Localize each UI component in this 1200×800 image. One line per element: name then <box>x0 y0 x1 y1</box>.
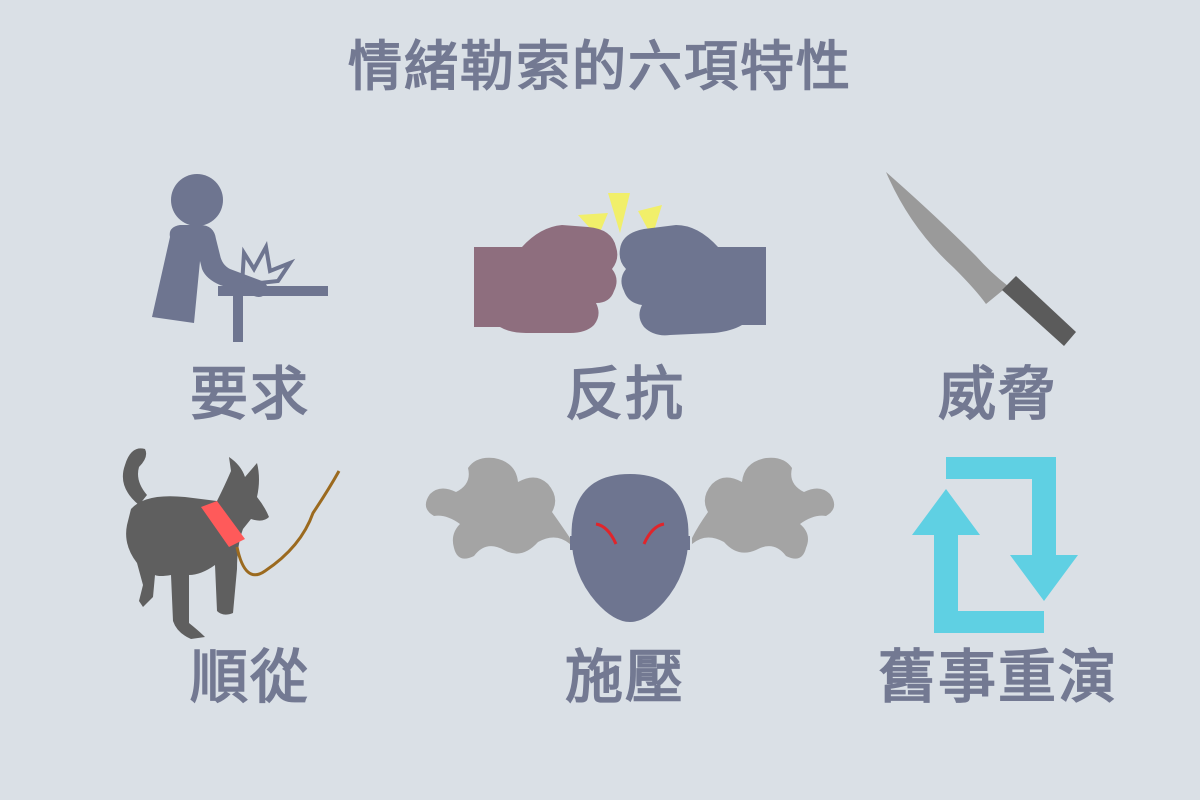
eyebrow-right <box>642 522 665 545</box>
leashed-dog-icon <box>122 448 341 639</box>
fist-bump-icon <box>474 193 766 336</box>
angry-face-steam-icon <box>425 457 835 622</box>
knife-blade <box>886 172 1008 304</box>
knife-handle <box>1002 276 1076 346</box>
knife-icon <box>886 172 1076 346</box>
steam-right <box>692 457 835 559</box>
ear-left <box>570 536 578 550</box>
trait-label-demand: 要求 <box>189 360 310 428</box>
dog-leash <box>235 470 341 577</box>
trait-label-pressure: 施壓 <box>564 643 685 711</box>
trait-label-obey: 順從 <box>189 643 310 711</box>
ear-right <box>682 536 690 550</box>
steam-left <box>425 457 570 559</box>
left-fist <box>474 225 618 333</box>
impact-burst <box>239 240 296 288</box>
eyebrow-left <box>595 522 618 545</box>
spark-right <box>638 205 662 237</box>
face-head <box>571 474 689 622</box>
spark-mid <box>608 193 630 233</box>
repeat-arrows-icon <box>912 457 1078 633</box>
demanding-person-icon <box>152 174 328 342</box>
right-fist <box>619 225 766 336</box>
arrow-down <box>946 457 1078 601</box>
page-title: 情緒勒索的六項特性 <box>348 35 852 98</box>
dog-collar <box>201 501 245 547</box>
trait-label-repeat: 舊事重演 <box>877 643 1118 711</box>
dog-tail <box>122 448 147 505</box>
person-head <box>171 174 223 226</box>
arrow-up <box>912 489 1044 633</box>
table-leg <box>233 296 243 342</box>
dog-body <box>126 457 269 639</box>
person-body <box>152 225 268 323</box>
trait-label-resist: 反抗 <box>564 360 685 428</box>
table-top <box>218 286 328 296</box>
trait-label-threat: 威脅 <box>937 360 1058 428</box>
